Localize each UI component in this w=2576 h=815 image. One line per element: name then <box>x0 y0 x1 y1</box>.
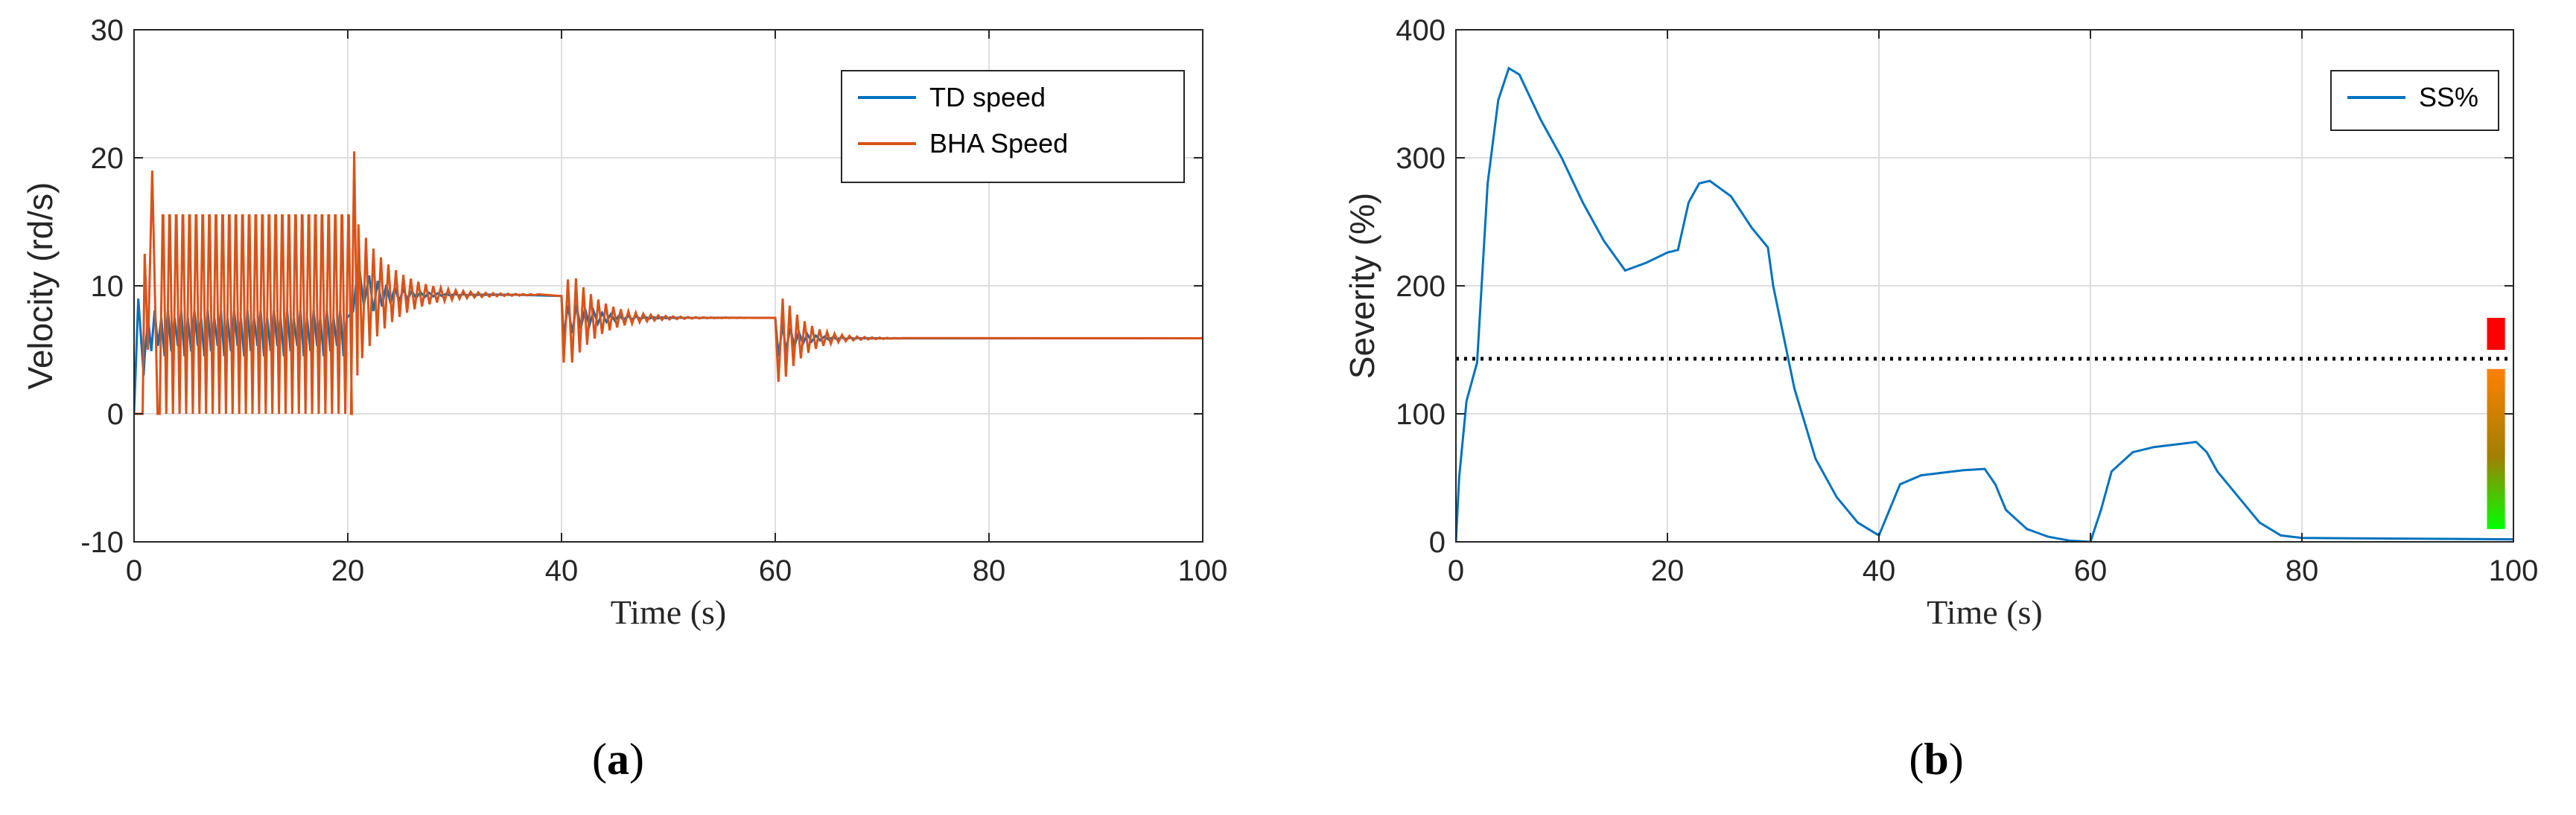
y-tick-label: 200 <box>1396 270 1446 303</box>
severity-scale-bar <box>2487 368 2505 529</box>
y-tick-label: 30 <box>91 14 124 47</box>
legend-entry: SS% <box>2419 82 2478 112</box>
y-tick-label: 20 <box>91 142 124 175</box>
series-line-ss-percent <box>1456 66 2513 542</box>
x-tick-label: 80 <box>973 554 1006 587</box>
legend-entry: BHA Speed <box>929 128 1068 159</box>
x-tick-label: 60 <box>759 554 792 587</box>
x-tick-label: 40 <box>1863 554 1896 587</box>
x-tick-label: 100 <box>2489 554 2539 587</box>
x-tick-label: 100 <box>1178 554 1228 587</box>
x-tick-label: 0 <box>126 554 142 587</box>
x-tick-label: 20 <box>1651 554 1685 587</box>
legend-entry: TD speed <box>929 82 1046 112</box>
x-tick-label: 0 <box>1448 554 1464 587</box>
series-line-bha-speed <box>134 151 1203 415</box>
x-tick-label: 40 <box>545 554 579 587</box>
severity-marker-high <box>2487 318 2505 350</box>
y-tick-label: 10 <box>91 270 124 303</box>
x-tick-label: 80 <box>2286 554 2319 587</box>
x-tick-label: 20 <box>331 554 365 587</box>
x-axis-label: Time (s) <box>611 593 727 631</box>
plot-series <box>1456 66 2513 542</box>
y-axis-label: Severity (%) <box>1343 193 1381 379</box>
y-tick-label: -10 <box>80 526 124 559</box>
y-tick-label: 400 <box>1396 14 1446 47</box>
legend: TD speed BHA Speed <box>841 70 1185 183</box>
plot-series <box>134 151 1203 415</box>
x-tick-label: 60 <box>2074 554 2108 587</box>
y-tick-label: 0 <box>107 398 124 431</box>
panel-caption: (a) <box>592 735 644 784</box>
y-tick-label: 100 <box>1396 398 1446 431</box>
y-tick-label: 0 <box>1429 526 1446 559</box>
x-axis-label: Time (s) <box>1927 593 2043 631</box>
y-axis-label: Velocity (rd/s) <box>21 182 60 390</box>
legend: SS% <box>2330 70 2499 131</box>
y-tick-label: 300 <box>1396 142 1446 175</box>
panel-caption: (b) <box>1909 735 1963 784</box>
chart-panel-b: 0 20 40 60 80 100 0 100 200 300 400 Time (s) Severit… <box>1343 14 2538 784</box>
